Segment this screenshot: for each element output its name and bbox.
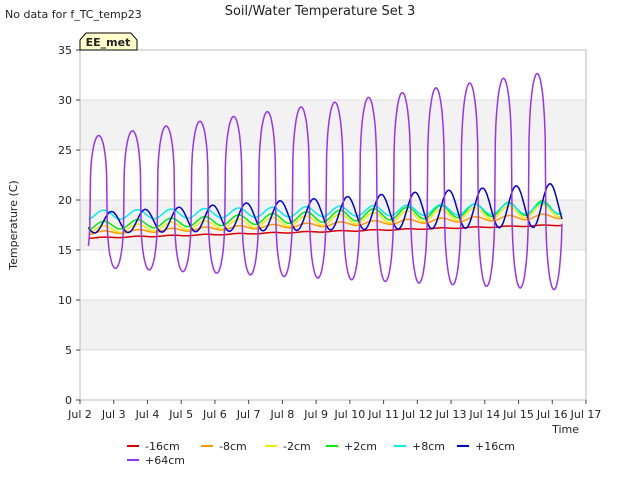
x-tick-label: Jul 9 [303,408,328,421]
x-tick-label: Jul 16 [536,408,568,421]
station-label: EE_met [86,36,131,49]
legend-label: -16cm [145,440,180,453]
x-tick-label: Jul 6 [202,408,227,421]
grid-band [80,350,586,400]
y-axis: 0 5 10 15 20 25 30 35 [58,44,80,407]
chart-title: Soil/Water Temperature Set 3 [225,4,416,19]
legend-label: +64cm [145,454,185,467]
grid-band [80,50,586,100]
x-tick-label: Jul 7 [236,408,261,421]
series-layer [87,72,563,291]
x-axis: Jul 2 Jul 3 Jul 4 Jul 5 Jul 6 Jul 7 Jul 8 Jul 9… [67,400,601,421]
grid-band [80,100,586,150]
y-tick-label: 25 [58,144,72,157]
x-axis-label: Time [551,423,579,436]
x-tick-label: Jul 4 [135,408,160,421]
grid-band [80,300,586,350]
x-tick-label: Jul 10 [333,408,365,421]
station-tag: EE_met [79,32,138,51]
y-tick-label: 20 [58,194,72,207]
legend: -16cm -8cm -2cm +2cm +8cm +16cm +64cm [127,440,515,467]
grid-band [80,250,586,300]
series-line-8cm [88,202,563,221]
x-tick-label: Jul 3 [101,408,126,421]
x-tick-label: Jul 13 [435,408,467,421]
no-data-note: No data for f_TC_temp23 [5,8,142,21]
series-line-64cm [87,72,563,291]
x-tick-label: Jul 11 [367,408,399,421]
legend-label: +2cm [344,440,377,453]
y-tick-label: 30 [58,94,72,107]
legend-label: +8cm [412,440,445,453]
x-tick-label: Jul 2 [67,408,92,421]
legend-label: +16cm [475,440,515,453]
x-tick-label: Jul 15 [502,408,534,421]
x-tick-label: Jul 12 [401,408,433,421]
y-tick-label: 15 [58,244,72,257]
y-tick-label: 5 [65,344,72,357]
legend-label: -2cm [283,440,311,453]
legend-label: -8cm [219,440,247,453]
y-tick-label: 35 [58,44,72,57]
x-tick-label: Jul 5 [168,408,193,421]
y-tick-label: 10 [58,294,72,307]
y-tick-label: 0 [65,394,72,407]
grid-band [80,150,586,200]
x-tick-label: Jul 17 [570,408,602,421]
plot-frame [79,49,587,401]
x-tick-label: Jul 8 [270,408,295,421]
y-axis-label: Temperature (C) [7,180,20,270]
x-tick-label: Jul 14 [468,408,500,421]
